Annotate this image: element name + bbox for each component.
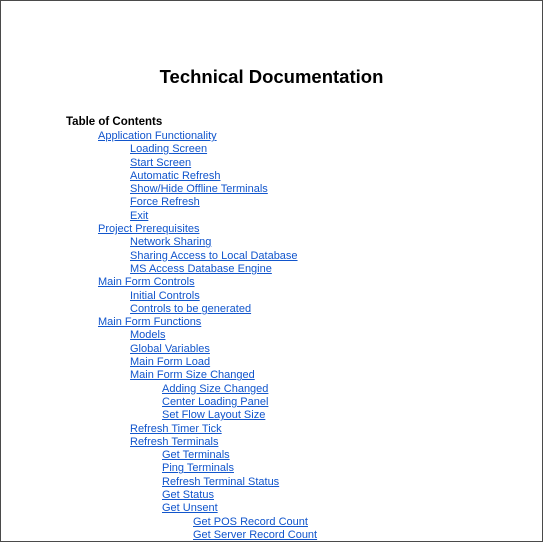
toc-item: Initial Controls bbox=[1, 288, 317, 302]
toc-item: Main Form Size Changed bbox=[1, 367, 317, 382]
toc-link[interactable]: Force Refresh bbox=[130, 196, 200, 209]
toc-item: Automatic Refresh bbox=[1, 168, 317, 182]
toc-item: Refresh Timer Tick bbox=[1, 421, 317, 435]
toc-link[interactable]: Set Flow Layout Size bbox=[162, 409, 266, 422]
toc-item: Get Terminals bbox=[1, 447, 317, 462]
toc-link[interactable]: Get Status bbox=[162, 489, 214, 502]
toc-link[interactable]: Loading Screen bbox=[130, 143, 208, 156]
toc-item: Get POS Record Count bbox=[1, 514, 317, 528]
toc-link[interactable]: Get Unsent bbox=[162, 502, 218, 515]
toc-link[interactable]: Start Screen bbox=[130, 156, 192, 169]
toc-item: Refresh Terminal Status bbox=[1, 474, 317, 488]
toc-link[interactable]: Controls to be generated bbox=[130, 302, 252, 315]
toc-item: Start Screen bbox=[1, 155, 317, 169]
toc-link[interactable]: Project Prerequisites bbox=[98, 223, 200, 236]
toc-link[interactable]: Automatic Refresh bbox=[130, 169, 221, 182]
toc-link[interactable]: Global Variables bbox=[130, 342, 210, 355]
toc-link[interactable]: Models bbox=[130, 329, 166, 342]
toc-link[interactable]: Main Form Controls bbox=[98, 276, 195, 289]
toc-heading: Table of Contents bbox=[66, 116, 163, 128]
toc-item: Center Loading Panel bbox=[1, 394, 317, 408]
toc-link[interactable]: Initial Controls bbox=[130, 289, 200, 302]
toc-item: Models bbox=[1, 327, 317, 342]
toc-link[interactable]: Application Functionality bbox=[98, 130, 217, 142]
toc-link[interactable]: Get POS Record Count bbox=[193, 515, 308, 528]
toc-item: Adding Size Changed bbox=[1, 381, 317, 395]
toc-link[interactable]: Adding Size Changed bbox=[162, 382, 269, 395]
toc-item: Loading Screen bbox=[1, 141, 317, 156]
toc-link[interactable]: Refresh Terminals bbox=[130, 435, 219, 448]
toc-item: Get Status bbox=[1, 487, 317, 502]
toc-link[interactable]: Refresh Terminal Status bbox=[162, 475, 280, 488]
toc-link[interactable]: MS Access Database Engine bbox=[130, 262, 272, 275]
toc-item: Application Functionality bbox=[1, 128, 317, 142]
toc-item: Get Unsent bbox=[1, 500, 317, 515]
toc-link[interactable]: Sharing Access to Local Database bbox=[130, 249, 298, 262]
toc-link[interactable]: Get Terminals bbox=[162, 449, 230, 462]
toc-item: Exit bbox=[1, 208, 317, 222]
table-of-contents: Application Functionality Loading Screen S… bbox=[1, 128, 318, 541]
toc-item: Show/Hide Offline Terminals bbox=[1, 181, 317, 196]
toc-link[interactable]: Refresh Timer Tick bbox=[130, 422, 222, 435]
toc-link[interactable]: Show/Hide Offline Terminals bbox=[130, 183, 268, 196]
toc-link[interactable]: Ping Terminals bbox=[162, 462, 234, 475]
document-title: Technical Documentation bbox=[159, 66, 384, 87]
toc-item: Ping Terminals bbox=[1, 460, 317, 475]
toc-item: Main Form Functions bbox=[1, 314, 317, 329]
toc-item: MS Access Database Engine bbox=[1, 261, 317, 275]
toc-item: Get Server Record Count bbox=[1, 527, 318, 541]
toc-link[interactable]: Center Loading Panel bbox=[162, 395, 269, 408]
toc-item: Force Refresh bbox=[1, 194, 317, 209]
toc-item: Refresh Terminals bbox=[1, 434, 317, 448]
toc-link[interactable]: Get Server Record Count bbox=[193, 528, 318, 541]
toc-item: Main Form Controls bbox=[1, 274, 317, 289]
toc-link[interactable]: Main Form Load bbox=[130, 356, 211, 369]
toc-item: Network Sharing bbox=[1, 234, 317, 249]
toc-item: Controls to be generated bbox=[1, 301, 317, 315]
toc-link[interactable]: Network Sharing bbox=[130, 236, 212, 249]
toc-item: Set Flow Layout Size bbox=[1, 407, 317, 422]
toc-item: Main Form Load bbox=[1, 354, 317, 369]
toc-item: Global Variables bbox=[1, 341, 317, 355]
toc-item: Project Prerequisites bbox=[1, 221, 317, 236]
toc-link[interactable]: Main Form Size Changed bbox=[130, 369, 255, 382]
toc-link[interactable]: Main Form Functions bbox=[98, 316, 202, 329]
toc-link[interactable]: Exit bbox=[130, 209, 149, 222]
toc-item: Sharing Access to Local Database bbox=[1, 248, 317, 262]
